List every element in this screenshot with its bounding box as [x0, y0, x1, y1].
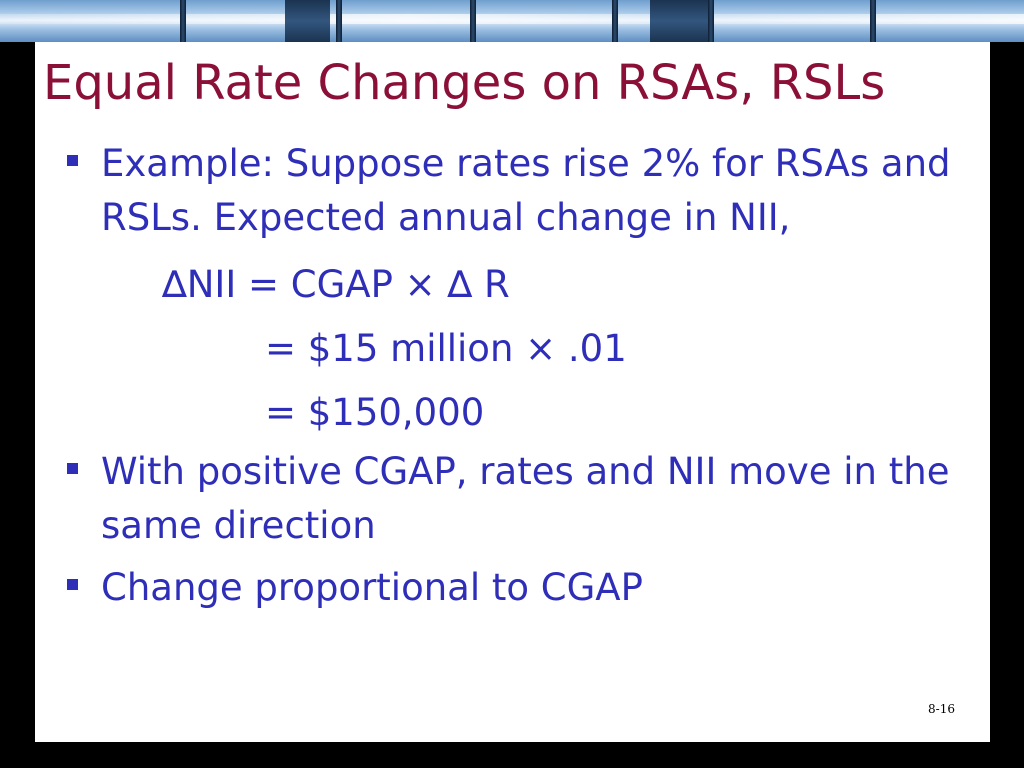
square-bullet-icon [67, 579, 78, 590]
banner-mullion [336, 0, 342, 42]
banner-mullion [470, 0, 476, 42]
square-bullet-icon [67, 155, 78, 166]
bullet-item: With positive CGAP, rates and NII move i… [65, 445, 980, 553]
bullet-item: Example: Suppose rates rise 2% for RSAs … [65, 137, 980, 245]
bullet-text: With positive CGAP, rates and NII move i… [101, 450, 950, 547]
equation-line: = $150,000 [265, 391, 485, 434]
equation-line: = $15 million × .01 [265, 327, 627, 370]
bullet-item: Change proportional to CGAP [65, 561, 980, 615]
banner-dark-panel [650, 0, 710, 42]
header-window-banner [0, 0, 1024, 42]
slide-body: Example: Suppose rates rise 2% for RSAs … [65, 137, 980, 623]
bullet-text: Change proportional to CGAP [101, 566, 643, 609]
square-bullet-icon [67, 463, 78, 474]
equation-line: ∆NII = CGAP × ∆ R [162, 263, 510, 306]
banner-mullion [708, 0, 714, 42]
slide-title: Equal Rate Changes on RSAs, RSLs [43, 55, 886, 111]
banner-mullion [612, 0, 618, 42]
bullet-text: Example: Suppose rates rise 2% for RSAs … [101, 142, 951, 239]
banner-dark-panel [285, 0, 330, 42]
banner-reflection [0, 14, 1024, 24]
banner-mullion [180, 0, 186, 42]
banner-mullion [870, 0, 876, 42]
slide-canvas: Equal Rate Changes on RSAs, RSLs Example… [35, 42, 990, 742]
slide-number: 8-16 [928, 702, 955, 716]
